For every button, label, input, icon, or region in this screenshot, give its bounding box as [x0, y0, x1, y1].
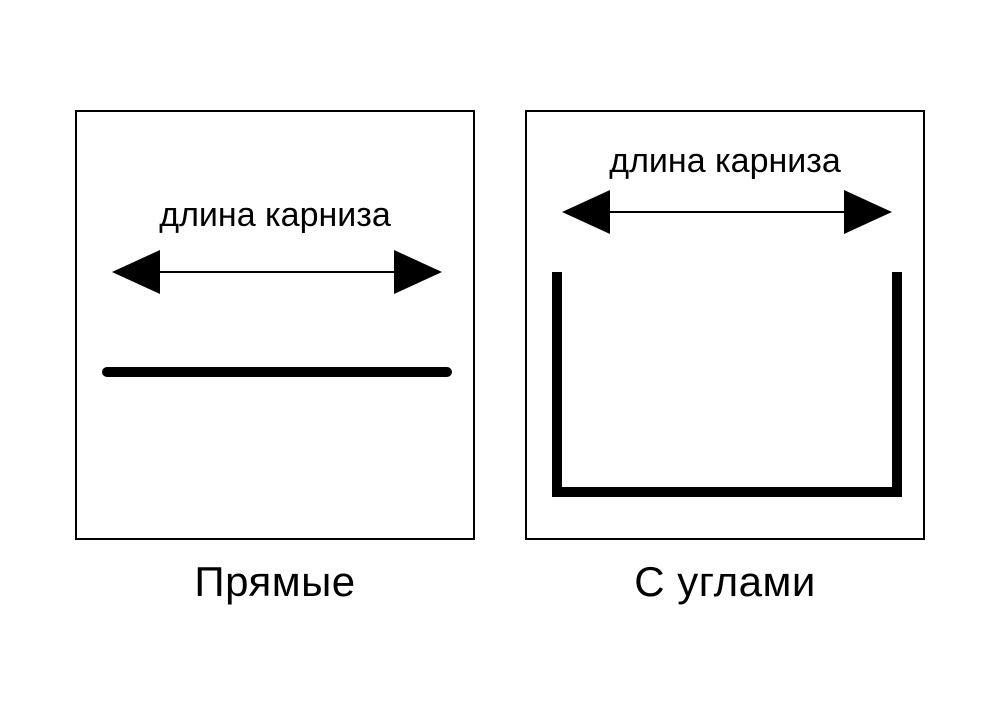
panel-group-corner: длина карниза С углами	[525, 110, 925, 606]
caption-corner: С углами	[634, 558, 816, 606]
panel-group-straight: длина карниза Прямые	[75, 110, 475, 606]
caption-straight: Прямые	[194, 558, 355, 606]
diagram-container: длина карниза Прямые длина карниза С угл…	[0, 0, 1000, 606]
panel-straight: длина карниза	[75, 110, 475, 540]
arrow-label-left: длина карниза	[159, 196, 391, 235]
arrow-label-right: длина карниза	[609, 142, 841, 181]
panel-corner: длина карниза	[525, 110, 925, 540]
svg-straight	[77, 112, 477, 542]
